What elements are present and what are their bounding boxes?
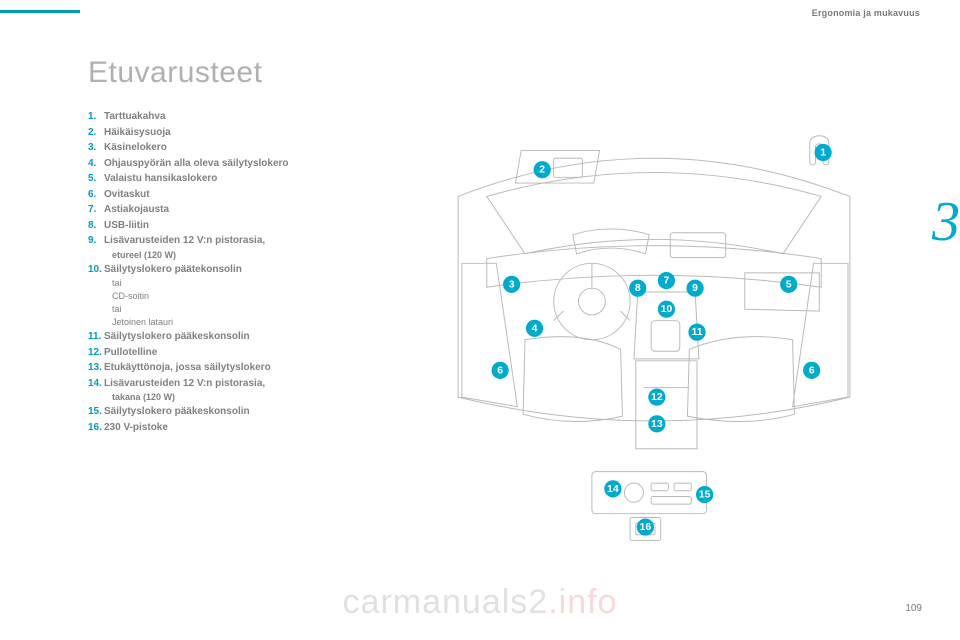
list-item-text: Säilytyslokero päätekonsolin [104, 264, 242, 275]
list-item-sub: CD-soitin [112, 290, 388, 303]
callout-number: 9 [692, 282, 698, 294]
list-item: 7.Astiakojausta [88, 203, 388, 218]
list-item-number: 7. [88, 203, 104, 218]
list-item-text: Pullotelline [104, 347, 157, 358]
section-number: 3 [932, 190, 960, 254]
list-item-number: 8. [88, 219, 104, 234]
watermark-text-a: carmanuals2 [343, 583, 549, 621]
callout-number: 1 [820, 146, 826, 158]
list-item: 12.Pullotelline [88, 346, 388, 361]
list-item-number: 3. [88, 141, 104, 156]
callout-number: 3 [509, 278, 515, 290]
callout-number: 6 [497, 364, 503, 376]
list-item-text: Tarttuakahva [104, 111, 166, 122]
callout-number: 13 [651, 418, 663, 430]
list-item: 3.Käsinelokero [88, 141, 388, 156]
list-item-text: 230 V-pistoke [104, 422, 168, 433]
callout-number: 5 [786, 278, 792, 290]
callout-number: 7 [664, 275, 670, 287]
callout-number: 11 [691, 326, 702, 338]
callout-number: 2 [539, 164, 545, 176]
list-item: 14.Lisävarusteiden 12 V:n pistorasia, tak… [88, 377, 388, 405]
list-item: 1.Tarttuakahva [88, 110, 388, 125]
breadcrumb: Ergonomia ja mukavuus [812, 8, 920, 18]
callout-number: 4 [532, 322, 538, 334]
list-item: 9.Lisävarusteiden 12 V:n pistorasia, etur… [88, 234, 388, 262]
list-item: 11.Säilytyslokero pääkeskonsolin [88, 330, 388, 345]
list-item: 10.Säilytyslokero päätekonsolin taiCD-soi… [88, 263, 388, 330]
page-number: 109 [905, 603, 922, 614]
list-item-sub: tai [112, 277, 388, 290]
list-item-text: Säilytyslokero pääkeskonsolin [104, 406, 250, 417]
list-item-number: 11. [88, 330, 104, 345]
callout-number: 6 [809, 364, 815, 376]
watermark: carmanuals2.info [0, 583, 960, 622]
list-item-number: 13. [88, 361, 104, 376]
list-item: 5.Valaistu hansikaslokero [88, 172, 388, 187]
list-item-text: Lisävarusteiden 12 V:n pistorasia, [104, 378, 265, 389]
list-item-number: 15. [88, 405, 104, 420]
list-item: 8.USB-liitin [88, 219, 388, 234]
list-item-number: 6. [88, 188, 104, 203]
list-item-sub: Jetoinen latauri [112, 316, 388, 329]
list-item-number: 2. [88, 126, 104, 141]
list-item: 15.Säilytyslokero pääkeskonsolin [88, 405, 388, 420]
list-item-text: Häikäisysuoja [104, 127, 171, 138]
page-title: Etuvarusteet [88, 56, 920, 90]
list-item-text-2: takana (120 W) [112, 391, 388, 404]
list-item-text: Käsinelokero [104, 142, 167, 153]
callout-number: 15 [699, 489, 711, 501]
list-item: 13.Etukäyttönoja, jossa säilytyslokero [88, 361, 388, 376]
list-item-text: Etukäyttönoja, jossa säilytyslokero [104, 362, 271, 373]
callout-number: 12 [651, 391, 663, 403]
list-item-number: 1. [88, 110, 104, 125]
list-item: 6.Ovitaskut [88, 188, 388, 203]
list-item-text: Säilytyslokero pääkeskonsolin [104, 331, 250, 342]
callout-number: 16 [640, 521, 652, 533]
list-item: 16.230 V-pistoke [88, 421, 388, 436]
list-item-text-2: etureel (120 W) [112, 249, 388, 262]
list-item-number: 9. [88, 234, 104, 249]
list-item-text: Valaistu hansikaslokero [104, 173, 217, 184]
feature-list: 1.Tarttuakahva2.Häikäisysuoja3.Käsinelok… [88, 110, 388, 550]
list-item-text: Ovitaskut [104, 189, 150, 200]
interior-diagram: 123456678910111213141516 [419, 120, 889, 550]
watermark-text-b: .info [548, 583, 617, 621]
list-item-text: Astiakojausta [104, 204, 169, 215]
callout-number: 14 [607, 483, 619, 495]
list-item-text: Lisävarusteiden 12 V:n pistorasia, [104, 235, 265, 246]
list-item-number: 12. [88, 346, 104, 361]
accent-bar [0, 10, 80, 13]
list-item-text: Ohjauspyörän alla oleva säilytyslokero [104, 158, 289, 169]
list-item-number: 10. [88, 263, 104, 278]
callout-number: 10 [661, 303, 673, 315]
list-item-number: 14. [88, 377, 104, 392]
callout-number: 8 [635, 282, 641, 294]
list-item-number: 5. [88, 172, 104, 187]
list-item-number: 4. [88, 157, 104, 172]
list-item-sub: tai [112, 303, 388, 316]
list-item: 2.Häikäisysuoja [88, 126, 388, 141]
list-item-number: 16. [88, 421, 104, 436]
list-item: 4.Ohjauspyörän alla oleva säilytyslokero [88, 157, 388, 172]
list-item-text: USB-liitin [104, 220, 149, 231]
